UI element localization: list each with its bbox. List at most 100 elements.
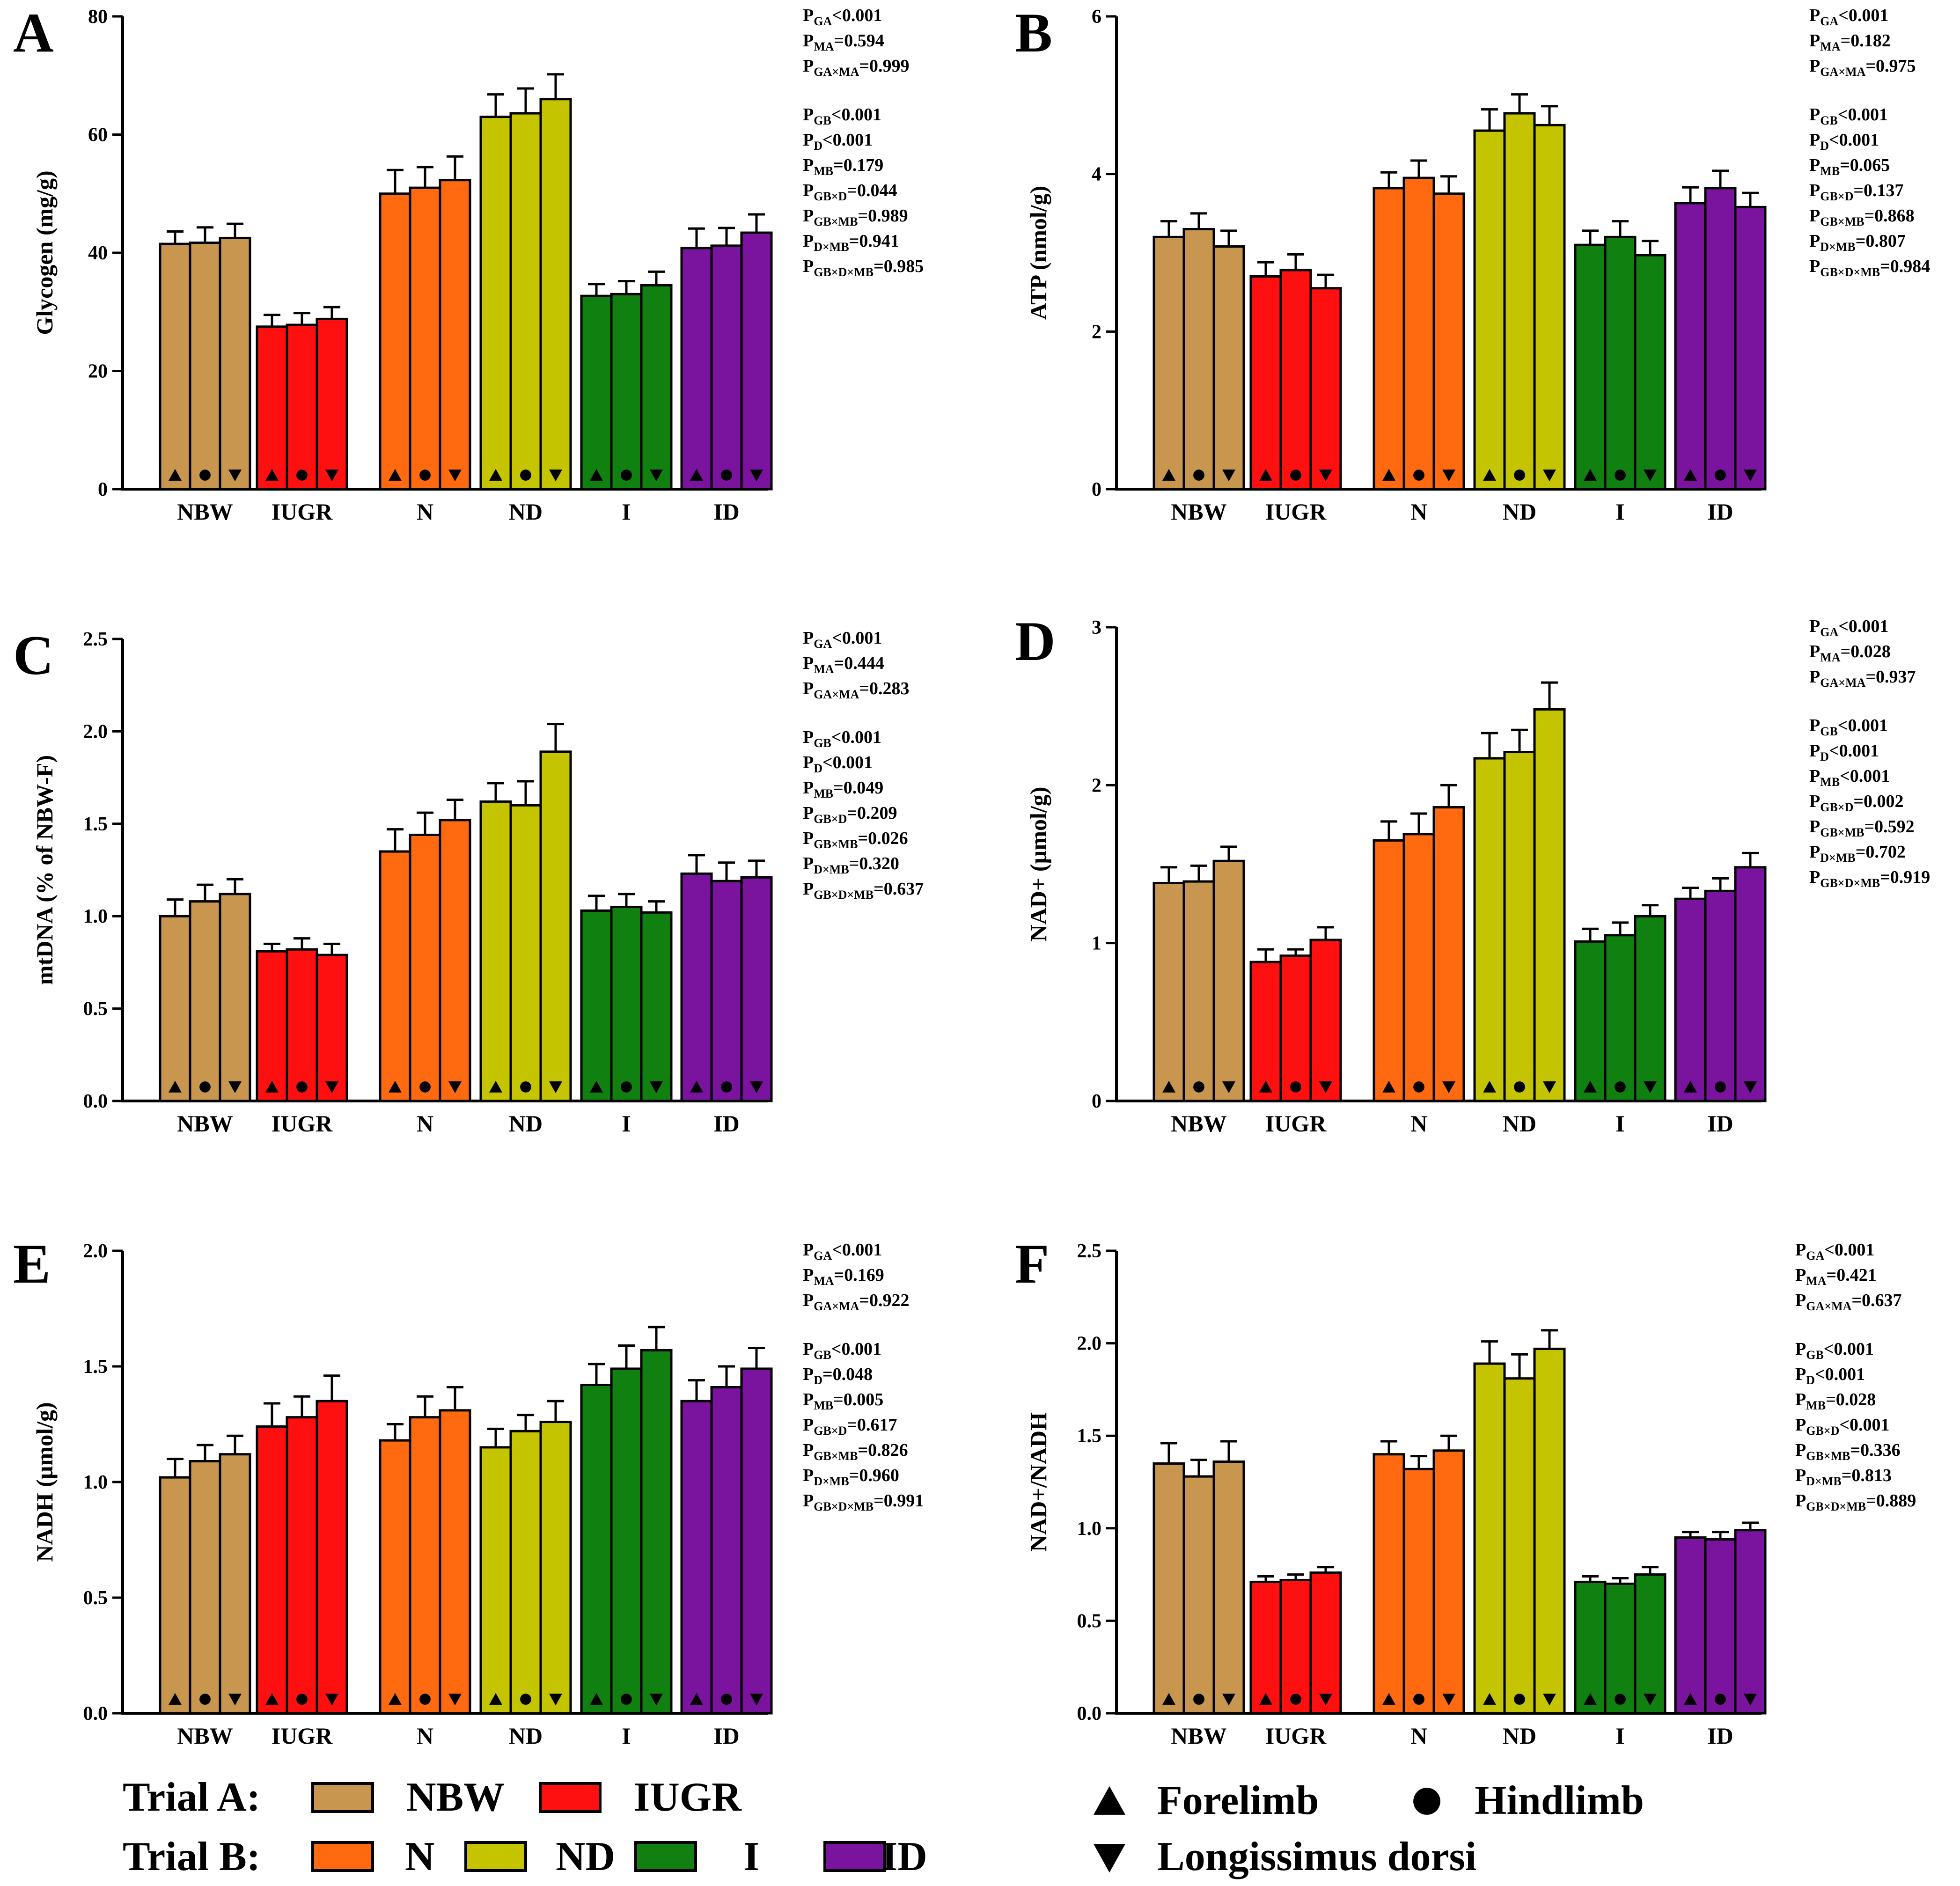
legend-swatch-ND (464, 1841, 527, 1872)
bar-ID-forelimb (680, 872, 713, 1102)
legend-swatch-I (634, 1841, 697, 1872)
stat-b: PGB×D×MB=0.637 (803, 879, 924, 902)
bar-marker (750, 1694, 763, 1706)
bar-marker (1543, 1081, 1556, 1093)
bar-marker (650, 1694, 663, 1706)
bar-ID-hindlimb (710, 244, 743, 491)
bar-ND-longissimus (539, 1421, 572, 1715)
bar-ID-hindlimb (1704, 889, 1737, 1102)
y-tick-label: 2.5 (83, 629, 108, 650)
bar-marker (1442, 470, 1455, 482)
bar-ID-hindlimb (710, 880, 743, 1102)
y-axis-label: Glycogen (mg/g) (31, 170, 58, 335)
category-label: ID (1707, 1723, 1733, 1749)
bar-marker (621, 1081, 632, 1093)
bar-NBW-longissimus (219, 1453, 251, 1715)
bar-ND-hindlimb (1503, 750, 1536, 1102)
category-label: N (1410, 1723, 1427, 1749)
bar-ND-forelimb (479, 116, 512, 491)
stat-a: PGA×MA=0.637 (1795, 1291, 1902, 1313)
bar-NBW-hindlimb (1182, 228, 1215, 491)
y-tick-label: 0.0 (1077, 1703, 1102, 1725)
bar-marker (1744, 1081, 1757, 1093)
bar-N-hindlimb (1402, 1468, 1435, 1715)
category-label: ID (713, 499, 740, 525)
legend-trial-a-label: Trial A: (123, 1775, 260, 1820)
bar-marker (1319, 1694, 1332, 1706)
bar-marker (1162, 469, 1175, 481)
stat-b: PMB=0.028 (1795, 1390, 1876, 1412)
bar-N-longissimus (1432, 806, 1465, 1102)
bar-ID-longissimus (740, 231, 773, 491)
category-label: N (417, 499, 433, 525)
bar-marker (1514, 1694, 1525, 1705)
bar-marker (520, 1081, 531, 1093)
bar-marker (690, 1693, 703, 1705)
bar-IUGR-longissimus (1309, 287, 1342, 491)
bar-marker (325, 1694, 338, 1706)
stat-b: PGB<0.001 (803, 105, 881, 127)
bar-ND-hindlimb (1503, 112, 1536, 491)
category-label: N (417, 1110, 433, 1137)
bar-marker (1615, 1081, 1626, 1093)
stat-b: PMB=0.065 (1809, 155, 1890, 178)
legend-label-N: N (405, 1834, 435, 1879)
bar-marker (1584, 469, 1597, 481)
bar-marker (1644, 1694, 1657, 1706)
stat-b: PGB×D=0.209 (803, 803, 897, 826)
bar-ND-forelimb (1473, 757, 1506, 1102)
bar-IUGR-hindlimb (1279, 954, 1312, 1102)
stat-a: PMA=0.421 (1795, 1265, 1877, 1288)
bar-marker (750, 1081, 763, 1093)
stat-a: PMA=0.594 (803, 31, 884, 53)
bar-marker (1715, 1694, 1726, 1705)
bar-ID-longissimus (1734, 866, 1767, 1102)
bar-NBW-forelimb (159, 242, 191, 491)
bar-ID-forelimb (680, 247, 713, 491)
category-label: I (1615, 1110, 1624, 1137)
bar-NBW-longissimus (1212, 859, 1245, 1102)
stat-b: PGB×D×MB=0.985 (803, 257, 924, 279)
category-label: ND (1503, 1723, 1536, 1749)
y-tick-label: 1.0 (1077, 1518, 1102, 1540)
bar-NBW-forelimb (1153, 235, 1185, 491)
bar-marker (1644, 470, 1657, 482)
bar-marker (1382, 1080, 1395, 1093)
bar-IUGR-longissimus (316, 317, 348, 491)
bar-ND-longissimus (539, 98, 572, 491)
bar-marker (1483, 1080, 1496, 1093)
bar-IUGR-longissimus (1309, 1571, 1342, 1715)
stat-a: PMA=0.169 (803, 1265, 884, 1288)
bar-marker (389, 1080, 402, 1093)
panel-label: E (13, 1233, 51, 1295)
bar-ID-forelimb (1674, 202, 1707, 491)
bar-marker (1483, 469, 1496, 481)
y-tick-label: 1.5 (83, 814, 108, 835)
bar-marker (549, 1081, 562, 1093)
panel-label: B (1015, 1, 1052, 64)
bar-marker (1290, 1694, 1301, 1705)
bar-ND-forelimb (479, 1446, 512, 1715)
bar-IUGR-hindlimb (286, 1416, 318, 1715)
bar-IUGR-longissimus (1309, 939, 1342, 1102)
stat-a: PGA<0.001 (803, 1240, 882, 1262)
bar-marker (199, 470, 211, 481)
stat-a: PGA<0.001 (1809, 6, 1888, 28)
stat-a: PGA×MA=0.937 (1809, 667, 1916, 690)
category-label: NBW (1171, 1723, 1226, 1749)
y-tick-label: 0.0 (83, 1703, 108, 1725)
y-tick-label: 0 (1092, 1091, 1101, 1112)
legend: Trial A: Trial B: NBW IUGR N ND I ID Forelimb Hin… (123, 1775, 1644, 1879)
bar-marker (228, 1081, 242, 1093)
panel-B: B 0 2 4 6 ATP (nmol/g) NBW IUGR N ND I ID PGA<0.001 P… (1015, 1, 1930, 525)
category-label: I (622, 1723, 631, 1749)
bar-ND-hindlimb (509, 804, 542, 1102)
stat-a: PGA<0.001 (1809, 616, 1888, 639)
bar-marker (1382, 469, 1395, 481)
category-label: NBW (177, 499, 233, 525)
stat-b: PGB×MB=0.592 (1809, 817, 1915, 839)
bar-I-longissimus (1634, 254, 1666, 491)
bar-IUGR-forelimb (1249, 275, 1282, 491)
stat-b: PGB×D=0.002 (1809, 792, 1904, 814)
bar-marker (1162, 1693, 1175, 1705)
